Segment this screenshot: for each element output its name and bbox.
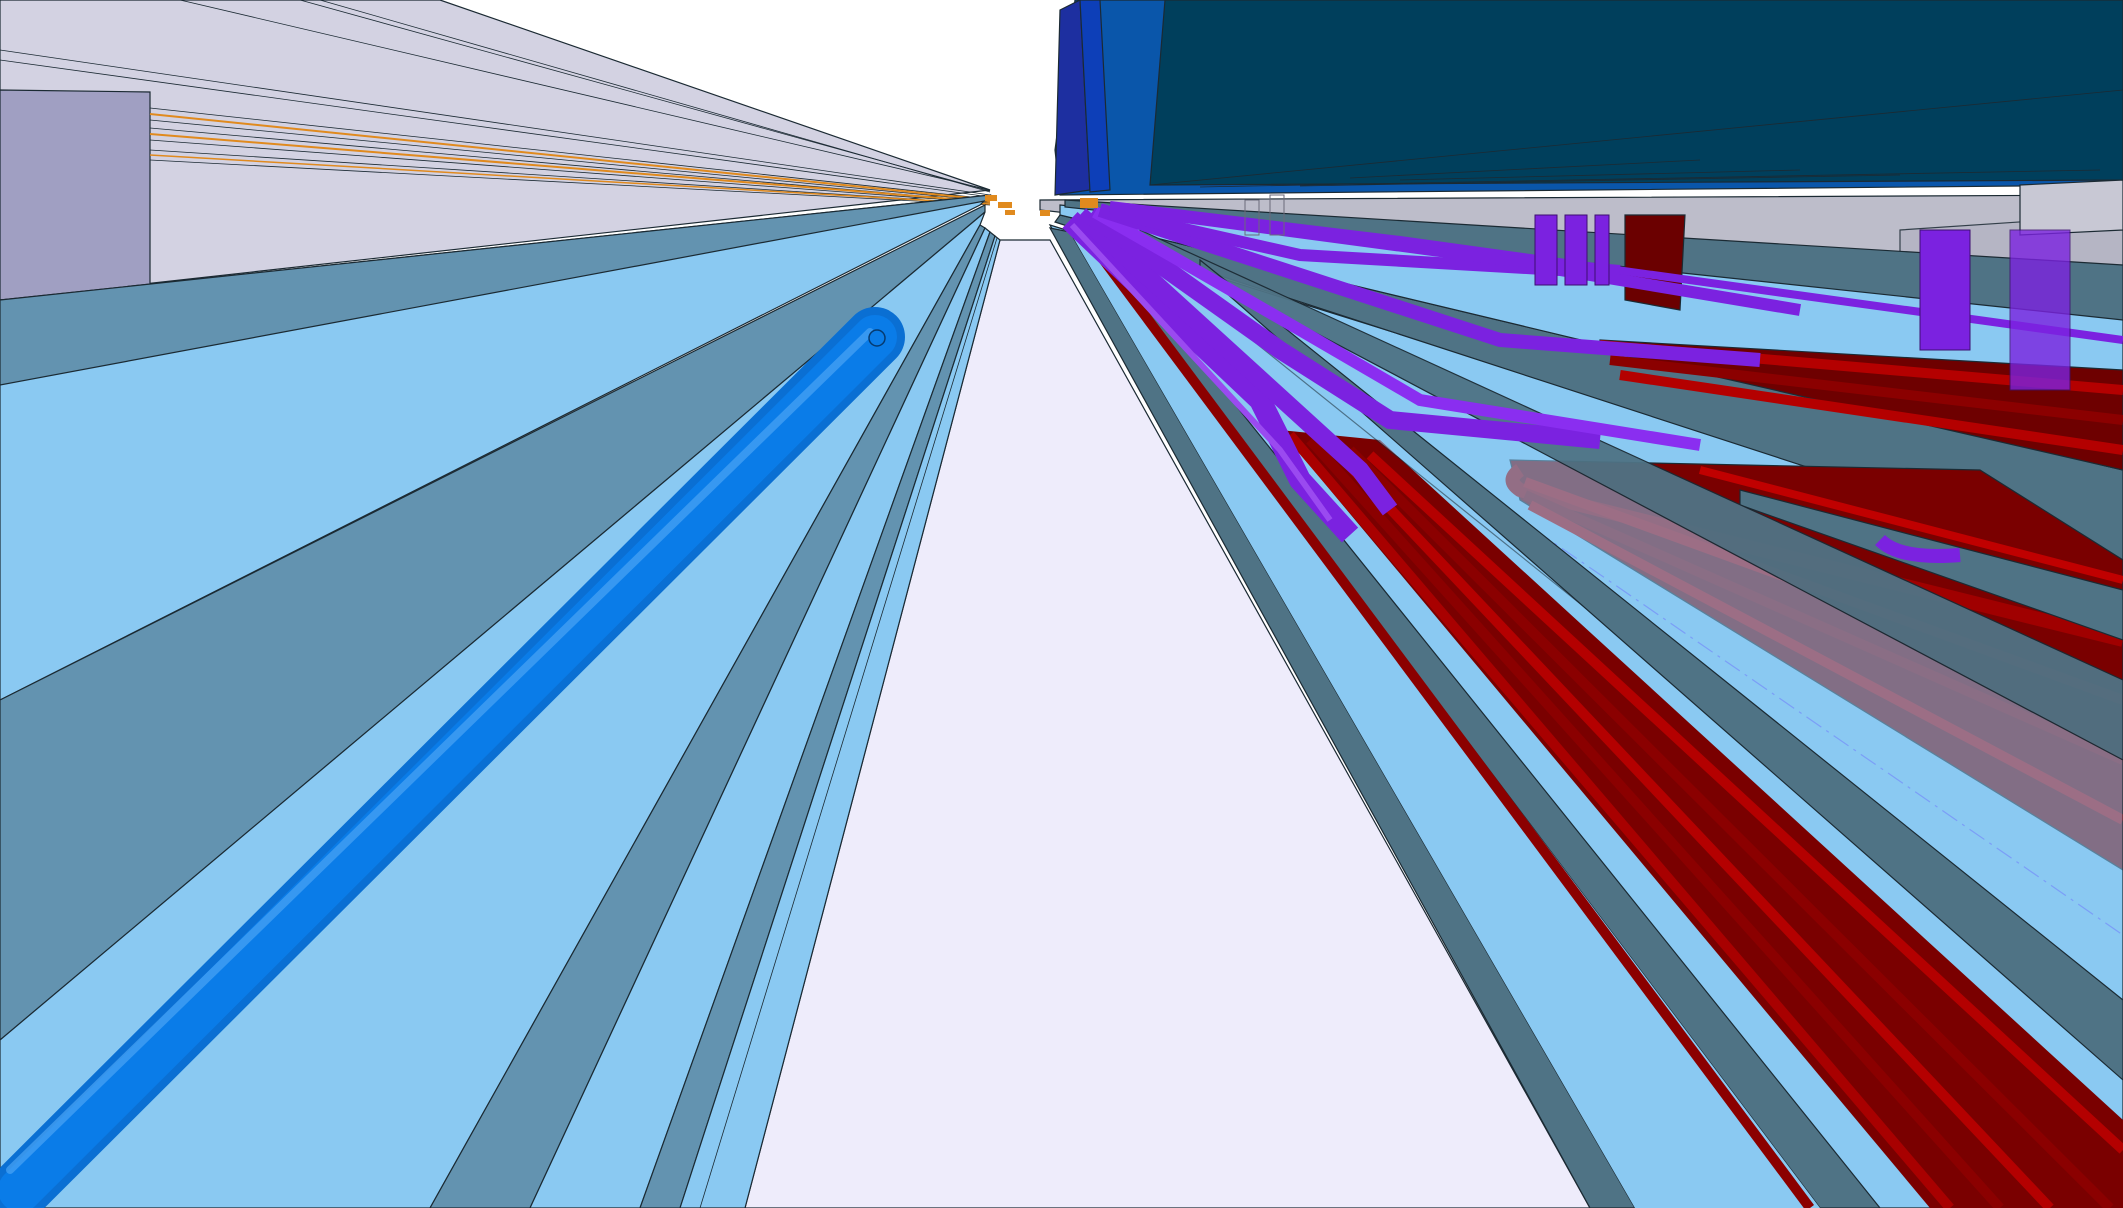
ceiling-slab[interactable] xyxy=(0,0,991,301)
junction-box xyxy=(1269,194,1285,236)
orange-fittings xyxy=(985,195,1098,216)
junction-box xyxy=(1244,199,1260,236)
purple-pipe-bundle[interactable] xyxy=(1062,201,2123,563)
blue-pipe[interactable] xyxy=(0,307,905,1208)
tray-plate xyxy=(1739,489,2123,641)
